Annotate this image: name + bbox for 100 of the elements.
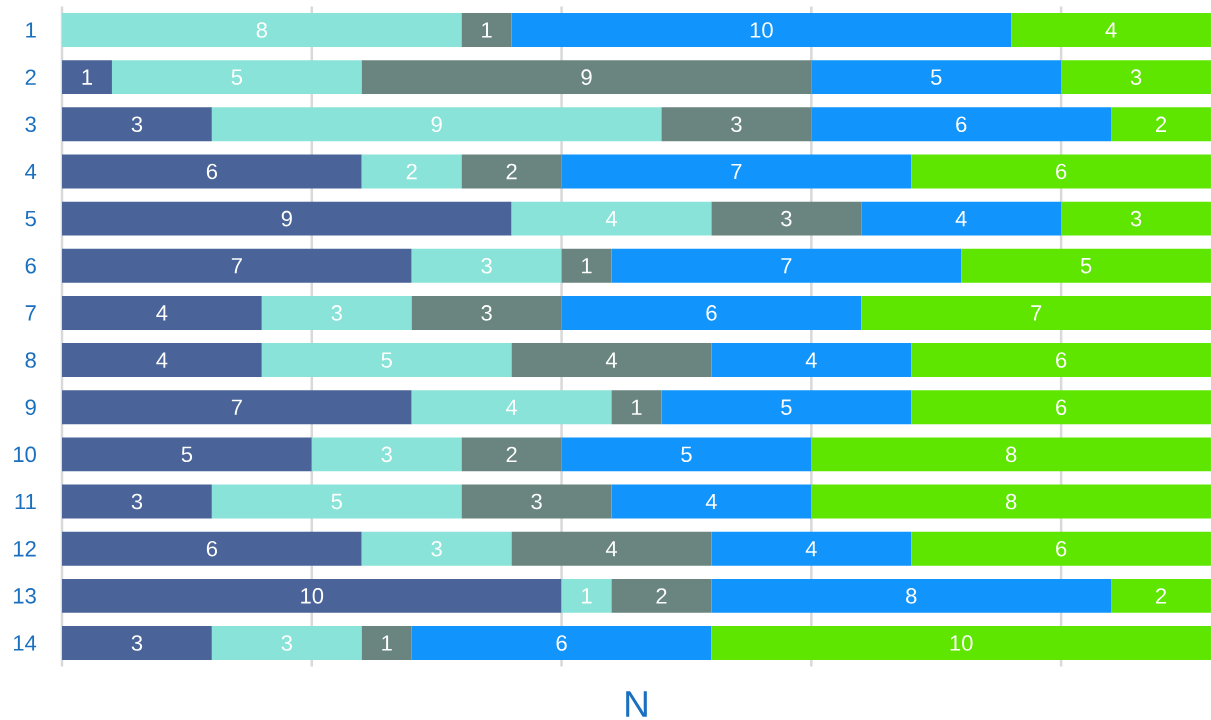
data-label: 5 (231, 69, 243, 85)
bar (411, 390, 612, 425)
data-label: 2 (1156, 588, 1167, 604)
data-label: 4 (605, 541, 617, 557)
bar (711, 531, 912, 566)
data-label: 10 (301, 588, 324, 604)
bar (62, 578, 562, 613)
data-label: 5 (181, 446, 193, 463)
bar (461, 484, 612, 519)
y-tick-label: 11 (15, 493, 36, 510)
y-tick-label: 3 (25, 116, 36, 133)
bar (511, 201, 712, 236)
y-tick-label: 5 (25, 210, 36, 227)
data-label: 4 (955, 211, 967, 227)
bar (711, 626, 1211, 660)
data-label: 7 (731, 163, 742, 180)
data-label: 3 (1130, 210, 1142, 227)
bar (911, 390, 1211, 425)
data-label: 5 (331, 493, 342, 510)
x-axis-title: N (626, 691, 647, 717)
data-label: 7 (1031, 305, 1042, 321)
y-tick-label: 13 (14, 588, 36, 604)
data-label: 1 (582, 588, 592, 604)
bar (62, 531, 362, 566)
data-label: 10 (950, 635, 973, 651)
data-label: 4 (505, 399, 518, 415)
data-label: 3 (281, 635, 292, 651)
bar (911, 154, 1211, 189)
data-label: 3 (131, 116, 143, 133)
bar (1111, 107, 1211, 142)
data-label: 1 (82, 69, 93, 85)
bar (611, 578, 712, 613)
bar (1061, 60, 1211, 95)
data-label: 1 (382, 635, 392, 651)
bar (211, 484, 462, 519)
data-label: 5 (681, 446, 692, 463)
data-label: 2 (406, 163, 417, 180)
bar (361, 154, 462, 189)
data-label: 3 (331, 305, 342, 321)
y-tick-label: 10 (14, 446, 36, 463)
data-label: 8 (1006, 446, 1017, 463)
data-label: 6 (1056, 352, 1067, 368)
bar (611, 484, 812, 519)
data-label: 2 (656, 588, 667, 604)
data-label: 5 (930, 69, 942, 85)
bar (511, 343, 712, 378)
y-tick-label: 4 (25, 163, 37, 180)
bar (62, 248, 412, 283)
data-label: 3 (481, 305, 492, 321)
bar (561, 437, 812, 472)
bar (561, 578, 612, 613)
y-tick-label: 2 (25, 69, 36, 85)
bar (62, 13, 462, 47)
data-label: 4 (1105, 22, 1117, 38)
data-label: 10 (750, 22, 773, 38)
bar (711, 343, 912, 378)
data-label: 4 (156, 305, 168, 321)
y-tick-label: 8 (25, 352, 36, 368)
data-label: 3 (131, 493, 143, 510)
bar (311, 437, 462, 472)
bar (711, 201, 862, 236)
bar (961, 248, 1211, 283)
data-label: 6 (206, 163, 218, 180)
bar (62, 107, 212, 142)
bar (62, 484, 212, 519)
bar (611, 390, 662, 425)
bar (461, 154, 562, 189)
bar (261, 295, 412, 330)
data-label: 3 (381, 446, 392, 463)
data-label: 7 (781, 258, 792, 274)
bar (261, 343, 512, 378)
y-tick-label: 1 (26, 22, 36, 38)
bar (811, 437, 1211, 472)
data-label: 2 (1156, 116, 1167, 132)
bar (561, 248, 612, 283)
data-label: 4 (605, 211, 617, 227)
data-label: 6 (206, 540, 218, 557)
y-tick-label: 12 (14, 541, 36, 557)
bar (1061, 201, 1211, 236)
bar (361, 626, 412, 660)
bar (811, 484, 1211, 519)
bar (62, 154, 362, 189)
data-label: 5 (781, 399, 792, 415)
bar (861, 201, 1062, 236)
data-label: 6 (556, 635, 567, 651)
bar (1111, 578, 1211, 613)
y-tick-label: 14 (14, 635, 37, 651)
data-label: 3 (481, 257, 492, 274)
bar (461, 13, 512, 47)
data-label: 8 (1006, 493, 1017, 510)
bar (811, 107, 1112, 142)
data-label: 4 (805, 352, 817, 368)
data-label: 4 (605, 352, 617, 368)
bar (211, 107, 662, 142)
data-label: 3 (781, 210, 792, 227)
data-label: 5 (1080, 258, 1092, 274)
bar (461, 437, 562, 472)
data-label: 7 (231, 399, 242, 415)
bar (511, 13, 1012, 47)
data-label: 8 (256, 22, 267, 38)
